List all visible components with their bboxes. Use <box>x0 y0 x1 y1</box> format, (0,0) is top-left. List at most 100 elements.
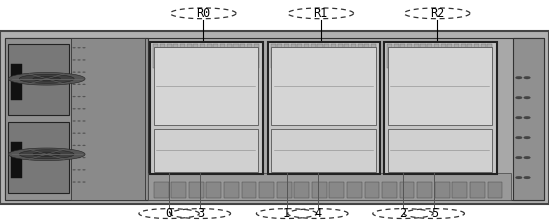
Circle shape <box>77 145 81 146</box>
Circle shape <box>82 133 86 134</box>
FancyBboxPatch shape <box>388 129 492 172</box>
Circle shape <box>72 157 76 158</box>
FancyBboxPatch shape <box>166 44 172 68</box>
Circle shape <box>77 96 81 97</box>
FancyBboxPatch shape <box>173 44 178 68</box>
FancyBboxPatch shape <box>417 182 432 198</box>
FancyBboxPatch shape <box>447 44 452 68</box>
FancyBboxPatch shape <box>268 42 380 174</box>
Circle shape <box>77 71 81 73</box>
Circle shape <box>72 108 76 109</box>
FancyBboxPatch shape <box>347 182 362 198</box>
Circle shape <box>72 47 76 48</box>
FancyBboxPatch shape <box>440 44 446 68</box>
Circle shape <box>72 145 76 146</box>
Text: R1: R1 <box>313 7 328 20</box>
FancyBboxPatch shape <box>387 44 392 68</box>
Circle shape <box>77 59 81 61</box>
FancyBboxPatch shape <box>193 44 198 68</box>
FancyBboxPatch shape <box>5 38 148 200</box>
Text: 1: 1 <box>283 207 290 220</box>
Circle shape <box>524 76 530 79</box>
Circle shape <box>72 84 76 85</box>
FancyBboxPatch shape <box>148 173 511 200</box>
Circle shape <box>516 156 522 159</box>
FancyBboxPatch shape <box>233 44 238 68</box>
Text: 4: 4 <box>315 207 321 220</box>
FancyBboxPatch shape <box>344 44 349 68</box>
Polygon shape <box>33 77 60 81</box>
FancyBboxPatch shape <box>421 44 425 68</box>
FancyBboxPatch shape <box>153 44 158 68</box>
FancyBboxPatch shape <box>8 44 69 115</box>
Circle shape <box>82 181 86 183</box>
Circle shape <box>516 136 522 139</box>
Circle shape <box>72 181 76 183</box>
FancyBboxPatch shape <box>400 182 414 198</box>
Text: 2: 2 <box>400 207 406 220</box>
FancyBboxPatch shape <box>434 44 439 68</box>
FancyBboxPatch shape <box>189 182 204 198</box>
Circle shape <box>82 84 86 85</box>
FancyBboxPatch shape <box>513 38 544 200</box>
FancyBboxPatch shape <box>154 47 258 125</box>
Circle shape <box>82 157 86 158</box>
Text: 0: 0 <box>166 207 172 220</box>
Polygon shape <box>19 150 74 159</box>
Circle shape <box>516 96 522 99</box>
FancyBboxPatch shape <box>488 44 492 68</box>
FancyBboxPatch shape <box>0 31 549 204</box>
FancyBboxPatch shape <box>461 44 466 68</box>
FancyBboxPatch shape <box>242 182 256 198</box>
FancyBboxPatch shape <box>474 44 479 68</box>
FancyBboxPatch shape <box>224 182 239 198</box>
FancyBboxPatch shape <box>284 44 289 68</box>
FancyBboxPatch shape <box>154 182 169 198</box>
FancyBboxPatch shape <box>11 142 22 178</box>
Circle shape <box>516 176 522 179</box>
FancyBboxPatch shape <box>5 38 544 200</box>
Circle shape <box>72 120 76 122</box>
FancyBboxPatch shape <box>329 182 344 198</box>
FancyBboxPatch shape <box>254 44 259 68</box>
FancyBboxPatch shape <box>206 182 221 198</box>
FancyBboxPatch shape <box>227 44 232 68</box>
FancyBboxPatch shape <box>365 44 369 68</box>
Circle shape <box>524 156 530 159</box>
Circle shape <box>516 76 522 79</box>
Circle shape <box>524 176 530 179</box>
FancyBboxPatch shape <box>271 44 276 68</box>
FancyBboxPatch shape <box>311 44 316 68</box>
FancyBboxPatch shape <box>481 44 486 68</box>
FancyBboxPatch shape <box>388 47 492 125</box>
Circle shape <box>524 96 530 99</box>
FancyBboxPatch shape <box>180 44 185 68</box>
FancyBboxPatch shape <box>304 44 309 68</box>
Circle shape <box>524 136 530 139</box>
Circle shape <box>72 133 76 134</box>
FancyBboxPatch shape <box>200 44 205 68</box>
Circle shape <box>524 116 530 119</box>
FancyBboxPatch shape <box>400 44 406 68</box>
FancyBboxPatch shape <box>357 44 363 68</box>
Circle shape <box>77 133 81 134</box>
Circle shape <box>77 169 81 170</box>
Circle shape <box>77 120 81 122</box>
Circle shape <box>77 108 81 109</box>
FancyBboxPatch shape <box>291 44 296 68</box>
Circle shape <box>82 169 86 170</box>
FancyBboxPatch shape <box>488 182 502 198</box>
FancyBboxPatch shape <box>365 182 379 198</box>
FancyBboxPatch shape <box>338 44 343 68</box>
FancyBboxPatch shape <box>240 44 245 68</box>
FancyBboxPatch shape <box>351 44 356 68</box>
FancyBboxPatch shape <box>277 182 292 198</box>
FancyBboxPatch shape <box>171 182 186 198</box>
FancyBboxPatch shape <box>277 44 282 68</box>
FancyBboxPatch shape <box>150 42 263 174</box>
Polygon shape <box>8 73 85 85</box>
Text: 3: 3 <box>197 207 204 220</box>
FancyBboxPatch shape <box>271 129 376 172</box>
FancyBboxPatch shape <box>298 44 302 68</box>
FancyBboxPatch shape <box>467 44 472 68</box>
